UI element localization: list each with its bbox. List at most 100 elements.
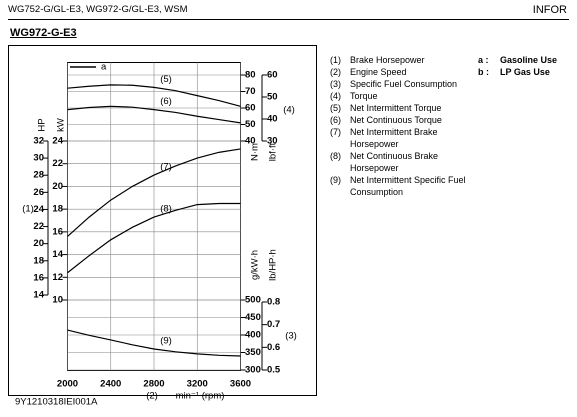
kw-tick-label: 18: [52, 204, 63, 215]
notes-list: (1) Brake Horsepower (2) Engine Speed (3) Spe…: [330, 54, 475, 198]
key-text: LP Gas Use: [500, 67, 550, 77]
series-label: (5): [160, 74, 172, 85]
note-text: Torque: [350, 91, 378, 101]
lbf-tick-label: 60: [267, 70, 278, 81]
x-note: (2): [146, 391, 158, 402]
lbf-tick-label: 40: [267, 114, 278, 125]
note-text: Net Continuous Brake Horsepower: [350, 151, 439, 173]
key-letter: b :: [478, 67, 489, 77]
key-item: b : LP Gas Use: [478, 66, 557, 78]
nm-tick-label: 80: [245, 70, 256, 81]
x-tick-label: 3600: [230, 379, 251, 390]
hp-tick-label: 18: [33, 255, 44, 266]
fuel-tick-label: 300: [245, 365, 261, 376]
hp-tick-label: 32: [33, 136, 44, 147]
kw-tick-label: 24: [52, 136, 63, 147]
y-axis-label: HP: [37, 118, 48, 131]
key-letter: a :: [478, 55, 489, 65]
x-tick-label: 3200: [187, 379, 208, 390]
series-line: [67, 84, 241, 107]
kw-tick-label: 12: [52, 272, 63, 283]
hp-tick-label: 24: [33, 204, 44, 215]
header-left: WG752-G/GL-E3, WG972-G/GL-E3, WSM: [8, 4, 188, 15]
note-text: Specific Fuel Consumption: [350, 79, 458, 89]
note-number: (7): [330, 127, 341, 137]
lbf-tick-label: 50: [267, 92, 278, 103]
y-axis-label: lbf·ft: [268, 142, 279, 161]
note-number: (1): [330, 55, 341, 65]
note-item: (5) Net Intermittent Torque: [330, 102, 475, 114]
series-line: [67, 105, 241, 124]
note-item: (8) Net Continuous Brake Horsepower: [330, 150, 475, 174]
x-tick-label: 2000: [57, 379, 78, 390]
hp-tick-label: 22: [33, 221, 44, 232]
fuel-tick-label: 350: [245, 347, 261, 358]
lbf-tick-label: 30: [267, 136, 278, 147]
note-item: (9) Net Intermittent Specific Fuel Consum…: [330, 174, 475, 198]
lb-tick-label: 0.8: [267, 297, 280, 308]
x-axis-label: min⁻¹ (rpm): [176, 391, 225, 402]
key-text: Gasoline Use: [500, 55, 558, 65]
fuel-tick-label: 450: [245, 312, 261, 323]
note-number: (5): [330, 103, 341, 113]
hp-tick-label: 14: [33, 290, 44, 301]
note-number: (4): [330, 91, 341, 101]
lb-tick-label: 0.6: [267, 342, 280, 353]
kw-tick-label: 16: [52, 226, 63, 237]
series-label: (6): [160, 96, 172, 107]
fuel-tick-label: 400: [245, 330, 261, 341]
y-axis-label: N·m: [250, 143, 261, 161]
axis-note: (3): [285, 331, 297, 342]
series-label: (8): [160, 204, 172, 215]
hp-tick-label: 30: [33, 153, 44, 164]
kw-tick-label: 20: [52, 181, 63, 192]
hp-tick-label: 26: [33, 187, 44, 198]
header-right: INFOR: [532, 4, 567, 16]
legend-label: a: [101, 62, 107, 73]
hp-tick-label: 28: [33, 170, 44, 181]
note-text: Net Intermittent Brake Horsepower: [350, 127, 438, 149]
axis-note: (1): [22, 204, 34, 215]
nm-tick-label: 60: [245, 103, 256, 114]
series-line: [67, 329, 241, 357]
lb-tick-label: 0.5: [267, 365, 281, 376]
note-number: (8): [330, 151, 341, 161]
note-text: Net Intermittent Specific Fuel Consumpti…: [350, 175, 466, 197]
series-line: [67, 202, 241, 274]
note-item: (3) Specific Fuel Consumption: [330, 78, 475, 90]
note-item: (4) Torque: [330, 90, 475, 102]
y-axis-label: g/kW·h: [250, 250, 261, 280]
lb-tick-label: 0.7: [267, 319, 280, 330]
note-item: (7) Net Intermittent Brake Horsepower: [330, 126, 475, 150]
y-axis-label: kW: [56, 118, 67, 132]
kw-tick-label: 10: [52, 295, 63, 306]
series-label: (7): [160, 162, 172, 173]
series-line: [67, 148, 241, 237]
nm-tick-label: 50: [245, 119, 256, 130]
note-number: (3): [330, 79, 341, 89]
series-label: (9): [160, 336, 172, 347]
kw-tick-label: 14: [52, 249, 63, 260]
section-title: WG972-G-E3: [10, 27, 77, 39]
note-item: (2) Engine Speed: [330, 66, 475, 78]
figure-code: 9Y1210318IEI001A: [15, 397, 98, 408]
note-number: (9): [330, 175, 341, 185]
hp-tick-label: 16: [33, 272, 44, 283]
note-text: Net Intermittent Torque: [350, 103, 442, 113]
note-text: Net Continuous Torque: [350, 115, 442, 125]
nm-tick-label: 70: [245, 86, 256, 97]
note-number: (2): [330, 67, 341, 77]
note-number: (6): [330, 115, 341, 125]
nm-tick-label: 40: [245, 136, 256, 147]
fuel-tick-label: 500: [245, 295, 261, 306]
kw-tick-label: 22: [52, 158, 63, 169]
note-text: Brake Horsepower: [350, 55, 425, 65]
y-axis-label: lb/HP·h: [268, 249, 279, 281]
header-rule: [8, 19, 569, 20]
note-item: (6) Net Continuous Torque: [330, 114, 475, 126]
hp-tick-label: 20: [33, 238, 44, 249]
note-item: (1) Brake Horsepower: [330, 54, 475, 66]
axis-note: (4): [283, 105, 295, 116]
